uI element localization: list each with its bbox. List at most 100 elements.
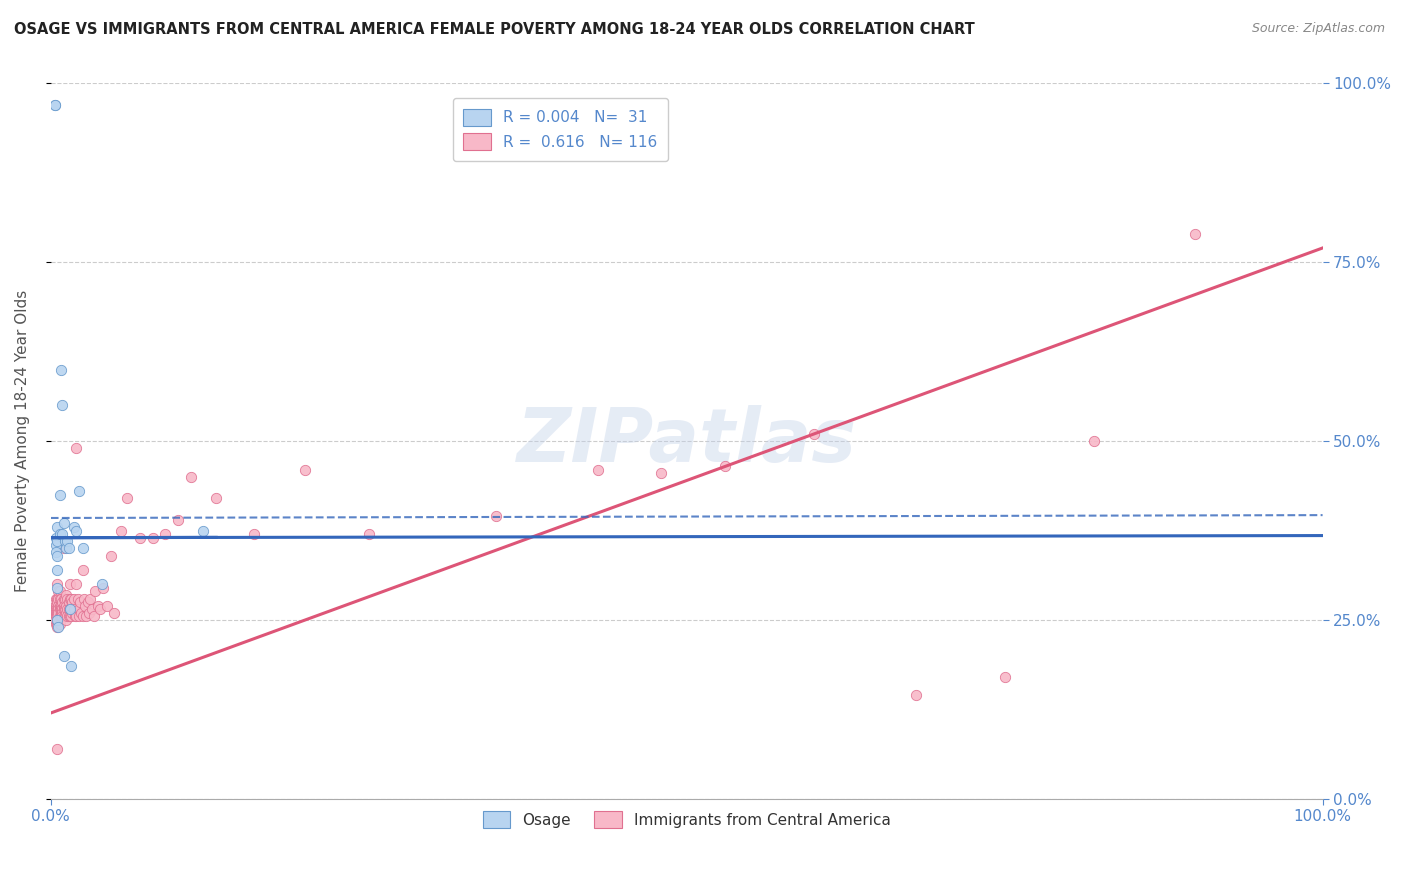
Point	[46, 616, 69, 631]
Point	[45, 531, 67, 545]
Point	[55, 599, 77, 613]
Point	[75, 609, 97, 624]
Point	[45, 616, 67, 631]
Point	[46, 741, 69, 756]
Point	[51, 609, 73, 624]
Point	[55, 606, 77, 620]
Point	[59, 602, 82, 616]
Point	[83, 609, 105, 624]
Point	[79, 591, 101, 606]
Text: ZIPatlas: ZIPatlas	[517, 405, 856, 477]
Point	[45, 545, 67, 559]
Point	[69, 595, 91, 609]
Point	[62, 520, 84, 534]
Point	[485, 509, 508, 524]
Point	[60, 609, 83, 624]
Point	[46, 563, 69, 577]
Point	[49, 602, 72, 616]
Point	[72, 609, 94, 624]
Point	[904, 688, 927, 702]
Point	[48, 591, 70, 606]
Point	[180, 470, 202, 484]
Point	[73, 591, 96, 606]
Point	[46, 609, 69, 624]
Point	[48, 599, 70, 613]
Point	[65, 609, 87, 624]
Point	[155, 527, 177, 541]
Text: Source: ZipAtlas.com: Source: ZipAtlas.com	[1251, 22, 1385, 36]
Point	[44, 599, 66, 613]
Point	[45, 538, 67, 552]
Point	[48, 616, 70, 631]
Point	[63, 609, 86, 624]
Point	[994, 670, 1017, 684]
Point	[48, 527, 70, 541]
Point	[205, 491, 228, 506]
Point	[51, 595, 73, 609]
Point	[357, 527, 380, 541]
Point	[65, 524, 87, 538]
Point	[46, 581, 69, 595]
Point	[56, 602, 79, 616]
Point	[56, 591, 79, 606]
Point	[58, 595, 80, 609]
Point	[58, 602, 80, 616]
Point	[91, 581, 114, 595]
Point	[96, 599, 118, 613]
Point	[75, 599, 97, 613]
Point	[46, 613, 69, 627]
Point	[55, 588, 77, 602]
Point	[52, 591, 75, 606]
Point	[46, 620, 69, 634]
Point	[46, 577, 69, 591]
Point	[193, 524, 215, 538]
Point	[103, 606, 125, 620]
Point	[62, 591, 84, 606]
Point	[72, 541, 94, 556]
Point	[1083, 434, 1105, 449]
Point	[55, 613, 77, 627]
Point	[49, 591, 72, 606]
Text: OSAGE VS IMMIGRANTS FROM CENTRAL AMERICA FEMALE POVERTY AMONG 18-24 YEAR OLDS CO: OSAGE VS IMMIGRANTS FROM CENTRAL AMERICA…	[14, 22, 974, 37]
Point	[52, 648, 75, 663]
Point	[1184, 227, 1206, 241]
Point	[46, 534, 69, 549]
Point	[110, 524, 132, 538]
Point	[72, 563, 94, 577]
Point	[46, 591, 69, 606]
Point	[48, 599, 70, 613]
Point	[59, 602, 82, 616]
Point	[48, 591, 70, 606]
Point	[51, 606, 73, 620]
Point	[59, 591, 82, 606]
Point	[48, 606, 70, 620]
Point	[586, 463, 609, 477]
Point	[87, 599, 110, 613]
Point	[44, 609, 66, 624]
Point	[84, 584, 107, 599]
Point	[67, 484, 90, 499]
Point	[52, 541, 75, 556]
Point	[48, 584, 70, 599]
Point	[89, 602, 111, 616]
Point	[803, 427, 825, 442]
Point	[56, 534, 79, 549]
Point	[49, 606, 72, 620]
Point	[65, 442, 87, 456]
Point	[48, 620, 70, 634]
Point	[46, 595, 69, 609]
Point	[45, 591, 67, 606]
Point	[80, 602, 103, 616]
Point	[44, 98, 66, 112]
Point	[45, 602, 67, 616]
Point	[45, 609, 67, 624]
Point	[48, 609, 70, 624]
Point	[53, 609, 76, 624]
Point	[167, 513, 190, 527]
Legend: Osage, Immigrants from Central America: Osage, Immigrants from Central America	[477, 805, 897, 834]
Point	[53, 534, 76, 549]
Point	[142, 531, 165, 545]
Point	[49, 362, 72, 376]
Point	[60, 659, 83, 673]
Point	[49, 609, 72, 624]
